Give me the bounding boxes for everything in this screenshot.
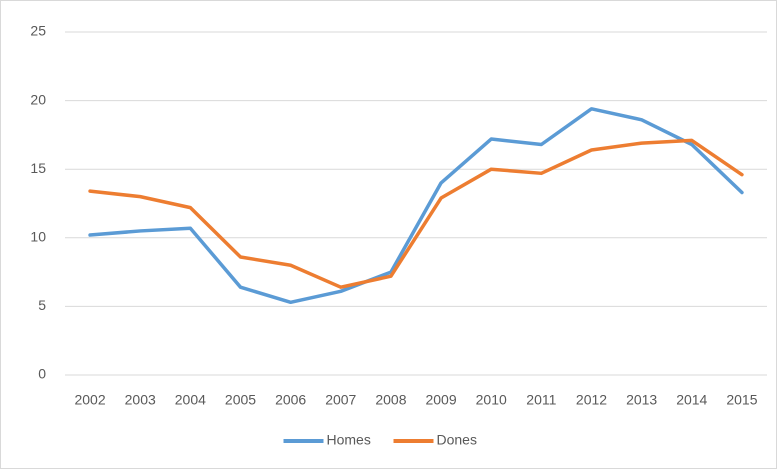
x-tick-label: 2009	[425, 392, 456, 408]
x-tick-label: 2008	[375, 392, 406, 408]
x-tick-label: 2004	[175, 392, 206, 408]
x-tick-label: 2006	[275, 392, 306, 408]
y-tick-label: 5	[38, 297, 46, 313]
series-line	[88, 138, 744, 289]
x-tick-label: 2010	[476, 392, 507, 408]
x-tick-label: 2002	[74, 392, 105, 408]
x-tick-label: 2011	[526, 392, 556, 408]
legend-label: Homes	[327, 432, 371, 448]
y-tick-label: 10	[30, 229, 46, 245]
x-tick-label: 2014	[676, 392, 707, 408]
x-tick-label: 2013	[626, 392, 657, 408]
legend-label: Dones	[437, 432, 477, 448]
y-tick-label: 15	[30, 160, 46, 176]
x-tick-label: 2005	[225, 392, 256, 408]
x-tick-label: 2012	[576, 392, 607, 408]
x-tick-label: 2007	[325, 392, 356, 408]
series-line	[88, 107, 744, 305]
y-tick-label: 20	[30, 91, 46, 107]
x-tick-label: 2003	[125, 392, 156, 408]
y-tick-label: 0	[38, 366, 46, 382]
x-tick-label: 2015	[726, 392, 757, 408]
y-tick-label: 25	[30, 23, 46, 39]
